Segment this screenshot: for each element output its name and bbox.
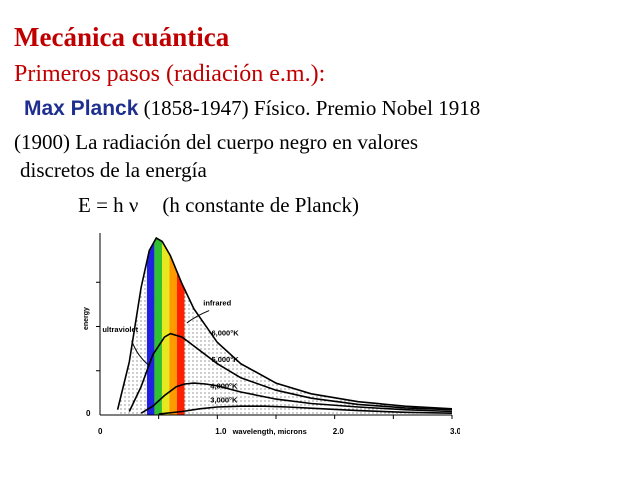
tick-labels: 0 1.0 2.0 3.0 0: [86, 409, 460, 436]
series-label: 3,000°K: [210, 396, 238, 405]
series-label: 5,000°K: [211, 355, 239, 364]
spectrum-band: [154, 238, 162, 415]
curves: [116, 236, 453, 415]
series-line: [158, 405, 453, 415]
formula-note: (h constante de Planck): [162, 193, 359, 217]
spectrum-band: [146, 241, 155, 415]
x-tick-label: 2.0: [333, 427, 345, 436]
infrared-label: infrared: [203, 298, 231, 307]
x-tick-label: 3.0: [450, 427, 460, 436]
series-label: 6,000°K: [211, 328, 239, 337]
series-line: [128, 332, 453, 412]
infrared-arrow: [186, 310, 210, 324]
slide-subtitle: Primeros pasos (radiación e.m.):: [14, 61, 326, 87]
visible-label: visible: [155, 228, 178, 229]
blackbody-chart: 0 1.0 2.0 3.0 0 wavelength, microns energy ult…: [83, 228, 460, 436]
formula-line: E = h ν (h constante de Planck): [78, 193, 359, 218]
x-axis-label: wavelength, microns: [232, 427, 307, 436]
y-axis-label: energy: [83, 307, 90, 330]
ultraviolet-label: ultraviolet: [102, 325, 138, 334]
dotted-area: [117, 238, 452, 415]
x-tick-label: 0: [98, 427, 103, 436]
series-line: [116, 236, 453, 410]
body-line-1: (1900) La radiación del cuerpo negro en …: [14, 130, 419, 154]
axes: [96, 233, 453, 419]
chart-labels: wavelength, microns energy ultraviolet visi…: [83, 228, 307, 436]
person-details: (1858-1947) Físico. Premio Nobel 1918: [143, 96, 481, 120]
dotted-fill: [117, 238, 452, 415]
series-label: 4,000°K: [210, 381, 238, 390]
spectrum-band: [161, 241, 170, 415]
ultraviolet-arrow: [131, 340, 150, 366]
x-tick-label: 1.0: [215, 427, 227, 436]
series-line: [140, 382, 453, 414]
person-name: Max Planck: [24, 97, 139, 120]
visible-spectrum-bands: [146, 238, 185, 415]
planck-line: Max Planck (1858-1947) Físico. Premio No…: [24, 96, 480, 121]
formula: E = h ν: [78, 193, 139, 217]
y-tick-label: 0: [86, 409, 91, 418]
slide-title: Mecánica cuántica: [14, 22, 230, 52]
body-line-2: discretos de la energía: [20, 158, 207, 182]
spectrum-band: [176, 271, 185, 415]
